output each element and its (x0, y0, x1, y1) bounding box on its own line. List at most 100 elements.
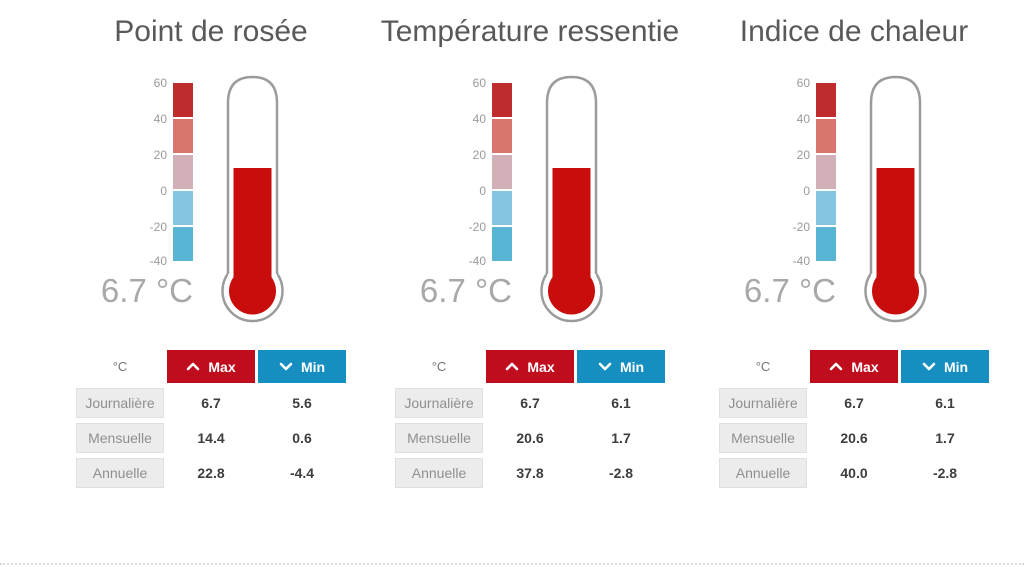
max-value: 6.7 (844, 395, 864, 411)
scale-color-bar (816, 83, 836, 261)
scale-tick-label: -40 (149, 254, 167, 268)
min-value: 5.6 (292, 395, 312, 411)
chevron-down-icon (598, 362, 612, 371)
max-value: 20.6 (840, 430, 868, 446)
max-button-label: Max (208, 358, 236, 375)
max-button-label: Max (851, 358, 879, 375)
scale-tick-label: 0 (160, 184, 167, 198)
min-value: 0.6 (292, 430, 312, 446)
scale-color-bar (173, 83, 193, 261)
scale-tick-label: 0 (479, 184, 486, 198)
gauge-title: Point de rosée (114, 15, 308, 48)
row-label: Journalière (76, 388, 164, 418)
scale-color-block (173, 83, 193, 117)
current-reading: 6.7 °C (743, 272, 836, 309)
max-button[interactable]: Max (167, 350, 255, 383)
min-button[interactable]: Min (577, 350, 665, 383)
max-button-label: Max (527, 358, 555, 375)
min-button[interactable]: Min (258, 350, 346, 383)
scale-tick-label: 20 (472, 148, 486, 162)
min-value: 1.7 (611, 430, 631, 446)
max-value: 14.4 (197, 430, 225, 446)
gauge-column-heat-index: Indice de chaleur 60 40 20 0 -20 -40 6.7… (699, 8, 1009, 488)
scale-ticks: 60 40 20 0 -20 -40 (456, 76, 488, 268)
stats-table: °C Max Min Journalière 6.7 6.1 Mensuelle… (719, 350, 989, 488)
scale-color-block (816, 119, 836, 153)
stats-table: °C Max Min Journalière 6.7 6.1 Mensuelle… (395, 350, 665, 488)
thermometer-mercury-bulb (548, 267, 595, 315)
row-label: Annuelle (76, 458, 164, 488)
scale-tick-label: -20 (468, 220, 486, 234)
thermometer-tube-outline (226, 75, 279, 274)
max-value: 6.7 (520, 395, 540, 411)
max-value: 20.6 (516, 430, 544, 446)
scale-color-block (173, 119, 193, 153)
current-reading: 6.7 °C (419, 272, 512, 309)
current-reading: 6.7 °C (100, 272, 193, 309)
scale-tick-label: 40 (796, 112, 810, 126)
bottom-divider (0, 563, 1024, 565)
scale-color-block (173, 191, 193, 225)
scale-tick-label: 0 (803, 184, 810, 198)
thermometer-gauge: 60 40 20 0 -20 -40 6.7 °C (101, 72, 285, 324)
thermometer-icon (540, 75, 603, 323)
thermometer-icon (864, 75, 927, 323)
chevron-down-icon (922, 362, 936, 371)
scale-tick-label: 20 (153, 148, 167, 162)
scale-color-block (816, 83, 836, 117)
scale-color-block (492, 83, 512, 117)
min-value: 6.1 (611, 395, 631, 411)
chevron-up-icon (187, 362, 200, 371)
scale-tick-label: -40 (792, 254, 810, 268)
min-value: 1.7 (935, 430, 955, 446)
scale-ticks: 60 40 20 0 -20 -40 (137, 76, 169, 268)
thermometer-icon (221, 75, 284, 323)
thermometer-mercury-bulb (229, 267, 276, 315)
chevron-up-icon (506, 362, 519, 371)
min-button-label: Min (943, 358, 969, 375)
thermometer-gauge: 60 40 20 0 -20 -40 6.7 °C (744, 72, 928, 324)
scale-tick-label: 60 (153, 76, 167, 90)
scale-tick-label: 60 (796, 76, 810, 90)
row-label: Mensuelle (76, 423, 164, 453)
max-button[interactable]: Max (486, 350, 574, 383)
gauge-column-feels-like: Température ressentie 60 40 20 0 -20 -40… (375, 8, 685, 488)
scale-tick-label: 40 (153, 112, 167, 126)
chevron-up-icon (830, 362, 843, 371)
scale-ticks: 60 40 20 0 -20 -40 (780, 76, 812, 268)
scale-tick-label: 60 (472, 76, 486, 90)
max-value: 22.8 (197, 465, 225, 481)
scale-color-block (816, 155, 836, 189)
thermometer-mercury-bulb (872, 267, 919, 315)
gauge-title: Température ressentie (380, 15, 680, 48)
unit-header: °C (112, 359, 128, 374)
min-button-label: Min (300, 358, 326, 375)
row-label: Annuelle (395, 458, 483, 488)
scale-color-block (492, 119, 512, 153)
thermometer-tube-outline (545, 75, 598, 274)
row-label: Annuelle (719, 458, 807, 488)
scale-tick-label: -20 (792, 220, 810, 234)
min-button[interactable]: Min (901, 350, 989, 383)
max-value: 37.8 (516, 465, 544, 481)
scale-color-bar (492, 83, 512, 261)
chevron-down-icon (279, 362, 293, 371)
thermometer-tube-outline (869, 75, 922, 274)
row-label: Journalière (395, 388, 483, 418)
min-value: -2.8 (608, 465, 634, 481)
max-button[interactable]: Max (810, 350, 898, 383)
min-value: -4.4 (289, 465, 315, 481)
stats-table: °C Max Min Journalière 6.7 5.6 Mensuelle… (76, 350, 346, 488)
max-value: 6.7 (201, 395, 221, 411)
row-label: Journalière (719, 388, 807, 418)
scale-color-block (492, 191, 512, 225)
scale-tick-label: -40 (468, 254, 486, 268)
scale-color-block (173, 227, 193, 261)
scale-tick-label: 40 (472, 112, 486, 126)
min-value: -2.8 (932, 465, 958, 481)
gauge-title: Indice de chaleur (739, 15, 969, 48)
gauge-column-dew-point: Point de rosée 60 40 20 0 -20 -40 6.7 °C… (56, 8, 366, 488)
scale-tick-label: 20 (796, 148, 810, 162)
min-button-label: Min (619, 358, 645, 375)
